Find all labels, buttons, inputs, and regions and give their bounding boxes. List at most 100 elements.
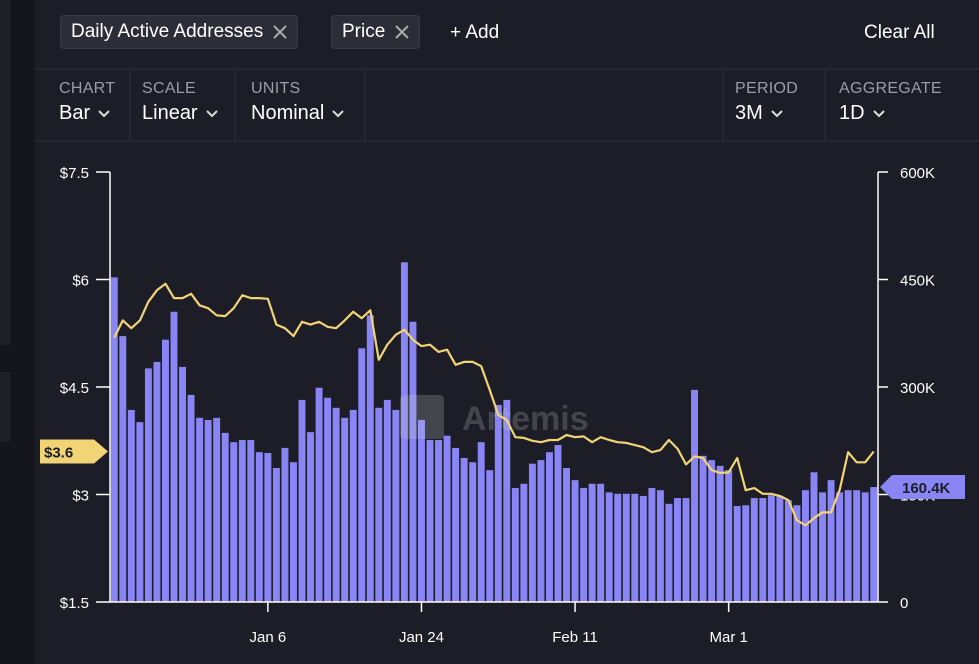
bar (255, 452, 263, 602)
control[interactable]: CHART Bar (59, 80, 115, 125)
x-tick-label: Jan 24 (399, 629, 444, 646)
bar (742, 505, 750, 602)
bar (443, 435, 451, 602)
value-badge-label: $3.6 (44, 445, 73, 462)
bar (665, 503, 673, 602)
bar (179, 366, 186, 602)
bar (341, 417, 349, 602)
tab-label: Price (342, 21, 386, 42)
chevron (205, 109, 218, 117)
bar (528, 463, 536, 602)
bar (435, 440, 442, 602)
bar (793, 505, 801, 602)
bar (571, 480, 579, 602)
bar (418, 419, 425, 602)
y-tick-label: $3 (72, 488, 89, 505)
control-label: PERIOD (735, 80, 799, 97)
bar (452, 447, 460, 602)
watermark-logo (400, 395, 444, 439)
y-tick-label: $4.5 (60, 380, 89, 397)
bar (563, 467, 570, 602)
bar (238, 440, 246, 602)
bar (290, 462, 297, 602)
bar (247, 440, 255, 602)
control[interactable]: SCALE Linear (142, 80, 218, 125)
y2-tick-label: 300K (900, 380, 935, 397)
bar (383, 399, 391, 602)
control-value-text: Nominal (251, 102, 325, 124)
bar (272, 467, 280, 602)
bar (409, 321, 417, 602)
side-panel (0, 0, 10, 345)
bar (324, 397, 332, 602)
chevron (332, 109, 345, 117)
bar (153, 361, 161, 602)
close-icon[interactable] (395, 25, 410, 39)
bar (144, 368, 152, 602)
control-value: 1D (839, 102, 942, 125)
bar (767, 495, 775, 602)
bar (554, 445, 562, 602)
bar (537, 460, 545, 602)
control[interactable]: PERIOD 3M (735, 80, 798, 125)
control-label: SCALE (142, 80, 196, 97)
metric-tab[interactable]: Price (331, 15, 421, 49)
bar (400, 262, 408, 602)
bar (230, 442, 238, 602)
bar (196, 417, 204, 602)
bar (486, 470, 494, 602)
bar (827, 480, 835, 602)
bar (631, 493, 639, 602)
bar (784, 500, 792, 602)
bar (264, 452, 272, 602)
y2-tick-label: 600K (900, 165, 935, 182)
bar (503, 399, 511, 602)
bar (639, 495, 647, 602)
y-tick-label: $1.5 (60, 595, 89, 612)
bar (682, 498, 690, 602)
control-label: AGGREGATE (839, 80, 942, 97)
bar (622, 493, 630, 602)
control-label: CHART (59, 80, 116, 97)
value-badge-label: 160.4K (902, 480, 951, 497)
add-button[interactable]: + Add (450, 22, 500, 43)
bar (836, 492, 844, 602)
control-value-text: 3M (735, 102, 763, 124)
price-line (113, 282, 875, 527)
clear-all[interactable]: Clear All (864, 22, 935, 43)
metric-tab[interactable]: Daily Active Addresses (60, 15, 299, 49)
bar (605, 492, 613, 602)
bar (844, 490, 852, 602)
control-value-text: Linear (142, 102, 198, 124)
y-tick-label: $6 (72, 273, 89, 290)
control[interactable]: AGGREGATE 1D (839, 80, 942, 125)
bar (349, 409, 357, 602)
bar (648, 488, 656, 602)
bar (298, 399, 306, 602)
control-label: UNITS (251, 80, 301, 97)
y2-tick-label: 0 (900, 595, 908, 612)
bar (307, 432, 314, 602)
watermark-text: Artemis (462, 400, 589, 438)
bar (460, 457, 468, 602)
bar (221, 432, 229, 602)
y2-tick-label: 450K (900, 273, 935, 290)
bar (750, 498, 758, 602)
x-tick-label: Feb 11 (552, 629, 598, 646)
bar (332, 407, 340, 602)
bar (759, 498, 767, 602)
bar (614, 493, 622, 602)
bar (674, 498, 681, 602)
control[interactable]: UNITS Nominal (251, 80, 345, 125)
bar (366, 315, 374, 602)
bar (802, 490, 809, 602)
bar (213, 417, 221, 602)
close-icon[interactable] (273, 25, 287, 39)
bar (520, 483, 528, 602)
bar (477, 442, 485, 602)
value-badge (880, 475, 965, 500)
bar (861, 492, 869, 602)
bar (162, 339, 169, 602)
